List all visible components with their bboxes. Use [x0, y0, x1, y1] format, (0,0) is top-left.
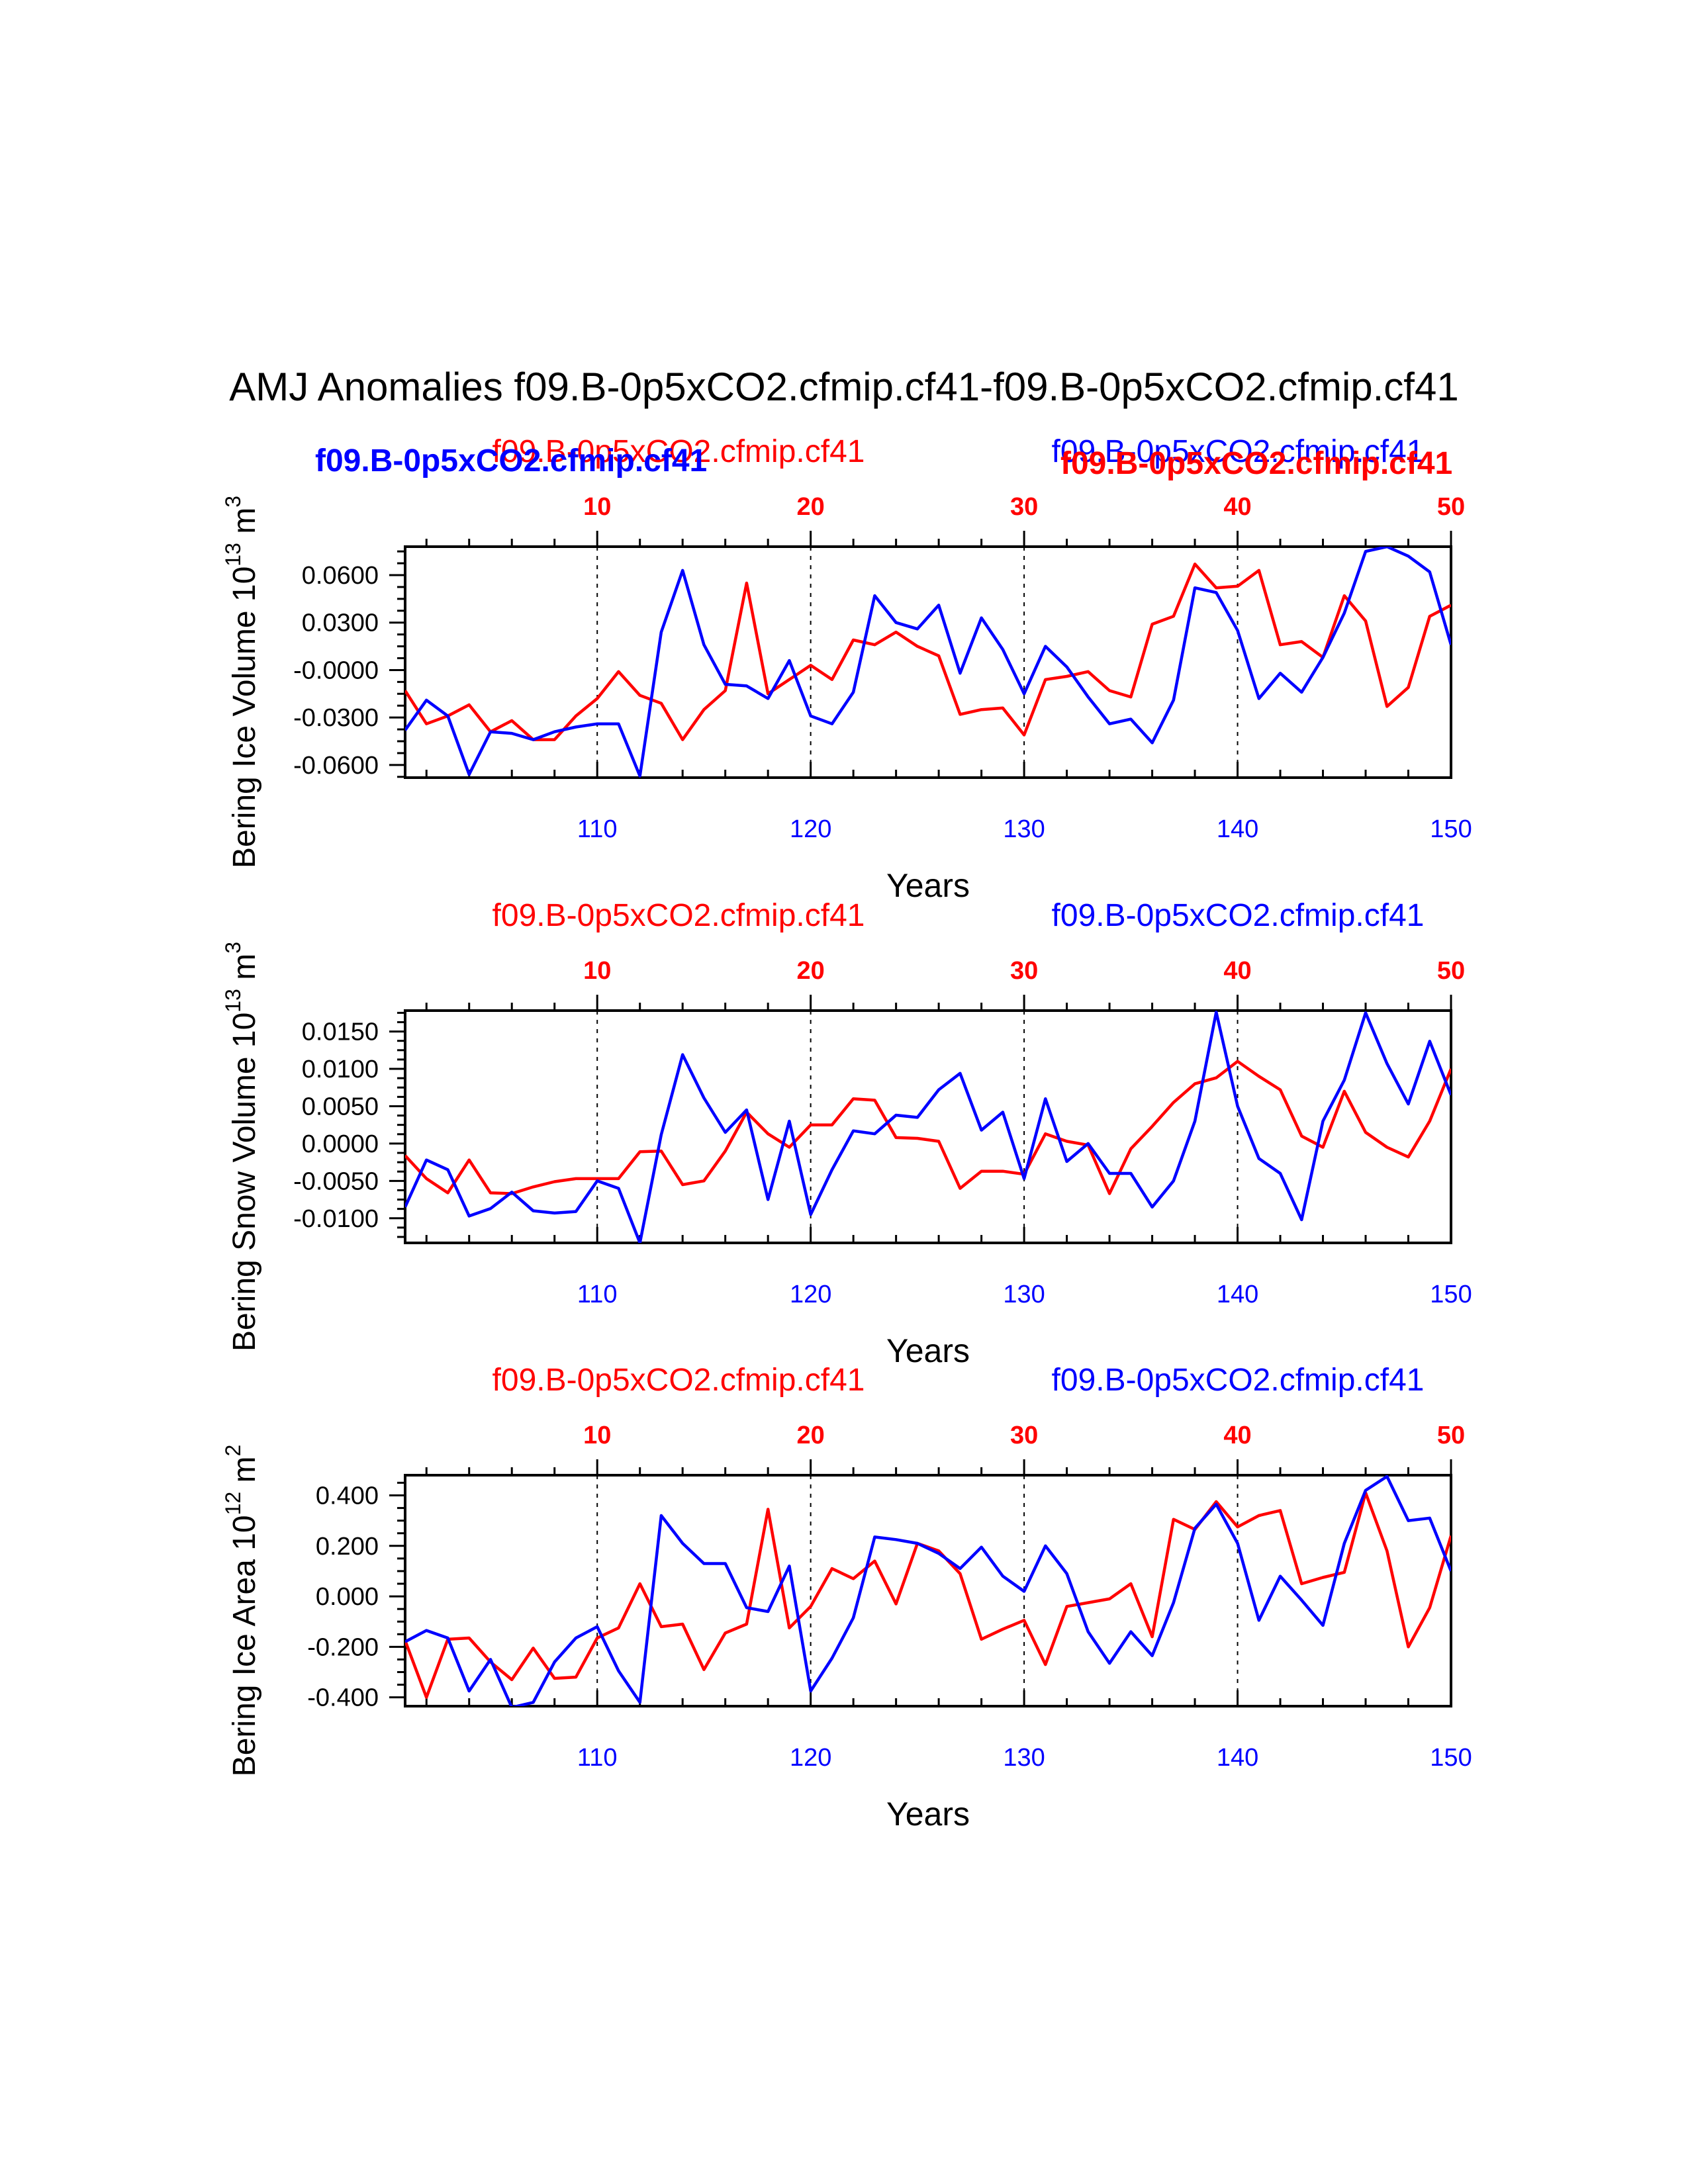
plot-frame: [404, 1474, 1452, 1707]
figure-title: AMJ Anomalies f09.B-0p5xCO2.cfmip.cf41-f…: [229, 365, 1458, 409]
x-tick-label-top: 50: [1437, 1422, 1465, 1449]
x-tick-label-top: 40: [1223, 493, 1251, 521]
y-tick-label: 0.0600: [302, 562, 379, 590]
y-tick-label: 0.0000: [302, 1130, 379, 1158]
x-tick-label-top: 50: [1437, 957, 1465, 985]
x-tick-label-bottom: 150: [1430, 1281, 1472, 1308]
x-tick-label-bottom: 120: [790, 815, 831, 843]
y-tick-label: -0.400: [307, 1684, 379, 1712]
y-tick-label: -0.0600: [293, 752, 379, 780]
x-tick-label-top: 30: [1010, 493, 1038, 521]
x-tick-label-bottom: 130: [1003, 1281, 1045, 1308]
x-tick-label-bottom: 120: [790, 1744, 831, 1772]
x-tick-label-bottom: 150: [1430, 815, 1472, 843]
y-tick-label: 0.0100: [302, 1056, 379, 1083]
y-axis-label: Bering Ice Volume 1013 m3: [221, 496, 262, 868]
y-tick-label: -0.0050: [293, 1167, 379, 1195]
x-axis-label: Years: [886, 867, 970, 904]
x-tick-label-top: 20: [797, 957, 825, 985]
x-tick-label-top: 50: [1437, 493, 1465, 521]
x-tick-label-bottom: 110: [577, 1281, 618, 1308]
x-axis-label: Years: [886, 1332, 970, 1369]
series-label-red: f09.B-0p5xCO2.cfmip.cf41: [492, 1363, 865, 1398]
y-tick-label: -0.0000: [293, 657, 379, 684]
x-tick-label-top: 40: [1223, 957, 1251, 985]
x-tick-label-bottom: 130: [1003, 815, 1045, 843]
x-tick-label-top: 10: [583, 493, 611, 521]
y-axis-label: Bering Ice Area 1012 m2: [221, 1445, 262, 1777]
x-tick-label-top: 40: [1223, 1422, 1251, 1449]
plot-frame: [404, 1009, 1452, 1244]
x-tick-label-bottom: 110: [577, 1744, 618, 1772]
series-line-blue: [405, 1475, 1451, 1706]
series-label-blue: f09.B-0p5xCO2.cfmip.cf41: [1052, 898, 1425, 933]
x-tick-label-top: 20: [797, 1422, 825, 1449]
y-tick-label: 0.000: [316, 1583, 379, 1611]
x-tick-label-bottom: 140: [1217, 1744, 1258, 1772]
x-tick-label-bottom: 140: [1217, 815, 1258, 843]
x-tick-label-top: 10: [583, 957, 611, 985]
y-tick-label: 0.0300: [302, 610, 379, 637]
overlay-legend-blue: f09.B-0p5xCO2.cfmip.cf41: [315, 443, 707, 478]
y-tick-label: -0.200: [307, 1633, 379, 1661]
x-tick-label-top: 30: [1010, 957, 1038, 985]
y-tick-label: 0.400: [316, 1482, 379, 1510]
series-line-red: [405, 1491, 1451, 1699]
overlay-legend-red: f09.B-0p5xCO2.cfmip.cf41: [1060, 446, 1452, 481]
series-line-blue: [405, 547, 1451, 778]
series-label-blue: f09.B-0p5xCO2.cfmip.cf41: [1052, 434, 1425, 469]
plot-frame: [404, 545, 1452, 779]
panel-ice-volume: 110 120 130 140 150 10 20 30 40 50 0.0600 0.0300 -0.…: [221, 434, 1472, 904]
x-tick-label-bottom: 130: [1003, 1744, 1045, 1772]
x-tick-label-top: 30: [1010, 1422, 1038, 1449]
x-tick-label-bottom: 110: [577, 815, 618, 843]
x-tick-label-bottom: 150: [1430, 1744, 1472, 1772]
y-axis-label: Bering Snow Volume 1013 m3: [221, 942, 262, 1351]
series-label-blue: f09.B-0p5xCO2.cfmip.cf41: [1052, 1363, 1425, 1398]
series-line-red: [405, 1060, 1451, 1195]
x-tick-label-top: 10: [583, 1422, 611, 1449]
panel-ice-area: 110 120 130 140 150 10 20 30 40 50 0.400 0.200 0.000…: [221, 1363, 1472, 1833]
series-label-red: f09.B-0p5xCO2.cfmip.cf41: [492, 434, 865, 469]
y-tick-label: 0.200: [316, 1533, 379, 1561]
series-line-blue: [405, 1011, 1451, 1243]
series-line-red: [405, 563, 1451, 741]
x-tick-label-bottom: 120: [790, 1281, 831, 1308]
series-label-red: f09.B-0p5xCO2.cfmip.cf41: [492, 898, 865, 933]
y-tick-label: 0.0050: [302, 1093, 379, 1120]
y-tick-label: -0.0100: [293, 1205, 379, 1233]
y-tick-label: -0.0300: [293, 704, 379, 732]
x-tick-label-bottom: 140: [1217, 1281, 1258, 1308]
x-tick-label-top: 20: [797, 493, 825, 521]
x-axis-label: Years: [886, 1796, 970, 1833]
y-tick-label: 0.0150: [302, 1019, 379, 1046]
panel-snow-volume: 110 120 130 140 150 10 20 30 40 50 0.0150 0.0100 0.0…: [221, 898, 1472, 1369]
